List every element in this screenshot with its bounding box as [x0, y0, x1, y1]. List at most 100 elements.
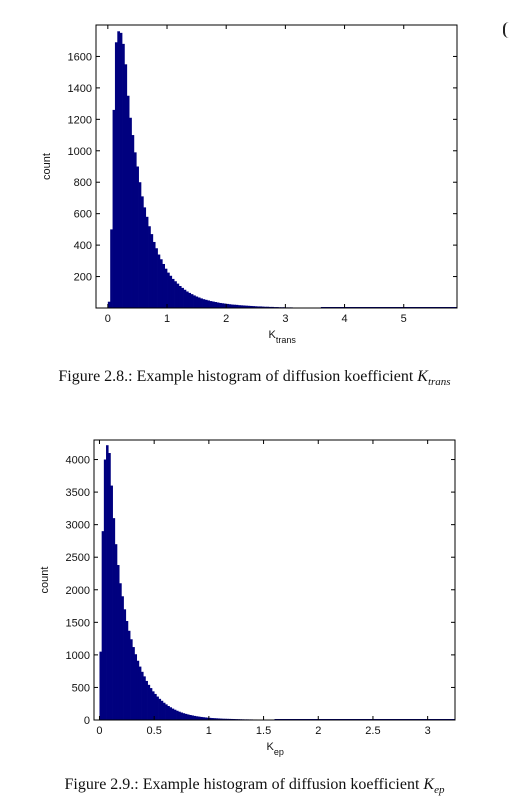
histogram-bar — [245, 305, 248, 308]
figure-caption-ktrans: Figure 2.8.: Example histogram of diffus… — [0, 368, 509, 388]
histogram-bar — [178, 285, 182, 308]
histogram-bar — [151, 691, 155, 720]
histogram-bar — [189, 714, 192, 720]
histogram-bar — [252, 306, 255, 308]
histogram-bar — [221, 718, 225, 720]
histogram-bar — [136, 166, 139, 308]
y-tick-label: 600 — [74, 209, 92, 221]
x-tick-label: 1 — [164, 313, 170, 325]
y-tick-label: 400 — [74, 240, 92, 252]
histogram-bar — [193, 715, 197, 720]
histogram-bar — [230, 304, 234, 308]
y-tick-label: 2500 — [66, 552, 90, 564]
histogram-bar — [171, 708, 175, 720]
histogram-bar — [202, 717, 205, 720]
histogram-bar — [249, 305, 253, 308]
histogram-bar — [254, 306, 258, 308]
y-tick-label: 200 — [74, 272, 92, 284]
histogram-bar — [223, 303, 227, 308]
histogram-bar — [126, 95, 130, 308]
figure-kep: 0 0.5 1 1.5 2 2.5 3 0 500 1000 1500 2000 2500 3000 350… — [0, 400, 509, 809]
caption-symbol: Ktrans — [417, 368, 451, 389]
y-tick-label: 1000 — [68, 146, 92, 158]
histogram-bar — [167, 706, 170, 720]
histogram-bar — [157, 254, 161, 308]
x-tick-label: 5 — [401, 313, 407, 325]
histogram-bar — [181, 287, 184, 308]
histogram-bar — [110, 485, 113, 720]
histogram-bar — [213, 718, 216, 720]
histogram-bar — [242, 305, 246, 308]
histogram-bar — [238, 305, 241, 308]
histogram-bar — [188, 292, 192, 308]
y-tick-label: 1400 — [68, 83, 92, 95]
histogram-bar — [145, 216, 149, 308]
kep-histogram: 0 0.5 1 1.5 2 2.5 3 0 500 1000 1500 2000 2500 3000 350… — [39, 439, 456, 757]
histogram-bar — [130, 639, 133, 720]
histogram-bar — [174, 281, 177, 308]
histogram-bar — [216, 302, 220, 308]
histogram-bar — [145, 680, 148, 720]
histogram-bar — [124, 64, 128, 308]
histogram-bar — [106, 445, 109, 720]
figure-caption-kep: Figure 2.9.: Example histogram of diffus… — [0, 776, 509, 796]
histogram-bar — [209, 301, 213, 308]
y-tick-label: 2000 — [66, 585, 90, 597]
histogram-bar — [122, 43, 125, 309]
histogram-bar — [183, 289, 187, 308]
y-axis-label: count — [39, 567, 51, 594]
caption-symbol: Kep — [423, 776, 445, 797]
histogram-bar — [127, 630, 131, 720]
histogram-bar — [219, 718, 223, 720]
histogram-bar — [240, 305, 244, 308]
histogram-bar — [185, 291, 189, 308]
histogram-bar — [140, 196, 144, 308]
histogram-bar — [178, 711, 181, 720]
histogram-bar — [235, 304, 239, 308]
histogram-bar — [133, 152, 137, 308]
histogram-bar — [180, 712, 183, 720]
histogram-bar — [259, 306, 263, 308]
y-tick-label: 3500 — [66, 487, 90, 499]
histogram-bar — [149, 688, 153, 720]
histogram-bar — [143, 676, 146, 720]
histogram-bar — [228, 304, 232, 308]
y-tick-label: 1200 — [68, 114, 92, 126]
plot-frame — [95, 24, 458, 309]
histogram-bar — [112, 109, 116, 309]
histogram-bar — [129, 117, 132, 308]
y-axis-label: count — [41, 153, 53, 180]
histogram-bar — [261, 306, 265, 308]
figure-ktrans: 0 1 2 3 4 5 200 400 600 800 1000 1200 1400 1600 count K… — [0, 0, 509, 400]
histogram-bar — [138, 666, 142, 720]
histogram-bar — [132, 647, 135, 720]
x-tick-label: 2 — [315, 725, 321, 737]
histogram-bar — [121, 596, 124, 720]
ktrans-histogram: 0 1 2 3 4 5 200 400 600 800 1000 1200 1400 1600 count K… — [41, 24, 458, 345]
x-tick-label: 1.5 — [256, 725, 271, 737]
histogram-bar — [107, 301, 111, 308]
histogram-bar — [204, 299, 208, 308]
page-edge-mark — [503, 22, 509, 38]
histogram-bar — [247, 305, 251, 308]
x-axis-label: Kep — [267, 741, 284, 757]
histogram-bar — [230, 718, 234, 720]
histogram-bar — [268, 306, 272, 308]
histogram-bar — [271, 306, 274, 308]
histogram-bar — [114, 42, 118, 308]
histogram-bar — [256, 306, 260, 308]
histogram-bar — [110, 229, 113, 308]
histogram-bar — [116, 565, 120, 720]
x-tick-label: 1 — [206, 725, 212, 737]
x-tick-label: 4 — [341, 313, 347, 325]
histogram-bar — [138, 182, 142, 308]
histogram-bar — [164, 268, 168, 308]
x-tick-label: 2.5 — [365, 725, 380, 737]
histogram-bar — [141, 671, 144, 720]
histogram-bar — [266, 306, 270, 308]
histogram-bar — [156, 696, 159, 720]
y-tick-label: 3000 — [66, 520, 90, 532]
y-tick-label: 1600 — [68, 51, 92, 63]
histogram-bar — [101, 531, 105, 720]
histogram-bar — [219, 302, 222, 308]
